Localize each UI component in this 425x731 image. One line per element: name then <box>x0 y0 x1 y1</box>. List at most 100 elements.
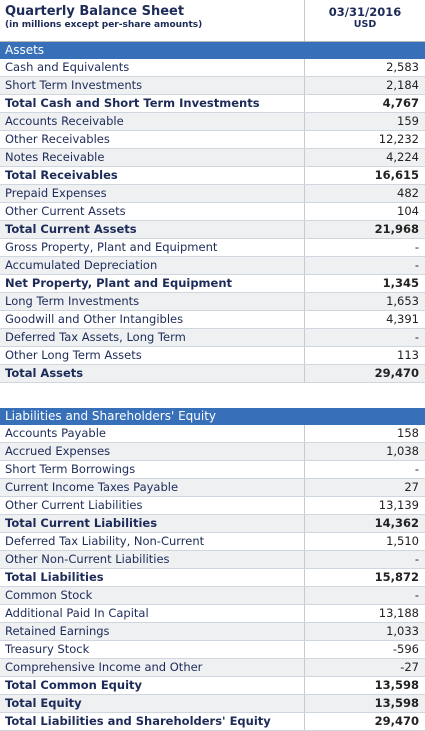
table-row: Total Equity 13,598 <box>0 695 425 713</box>
row-label: Gross Property, Plant and Equipment <box>0 239 305 256</box>
row-value: 104 <box>397 204 419 218</box>
row-value: 13,598 <box>374 678 419 692</box>
table-row: Notes Receivable 4,224 <box>0 149 425 167</box>
table-row: Accrued Expenses 1,038 <box>0 443 425 461</box>
period-currency: USD <box>353 19 377 30</box>
table-row: Cash and Equivalents 2,583 <box>0 59 425 77</box>
table-row: Accounts Payable 158 <box>0 425 425 443</box>
row-value: - <box>414 330 419 344</box>
row-value: 1,653 <box>386 294 419 308</box>
table-row: Total Liabilities and Shareholders' Equi… <box>0 713 425 731</box>
row-label: Total Liabilities and Shareholders' Equi… <box>0 713 305 730</box>
table-row: Total Liabilities 15,872 <box>0 569 425 587</box>
table-row: Short Term Borrowings - <box>0 461 425 479</box>
sheet-title: Quarterly Balance Sheet <box>5 4 185 19</box>
table-row: Treasury Stock -596 <box>0 641 425 659</box>
table-row: Other Receivables 12,232 <box>0 131 425 149</box>
row-label: Total Current Liabilities <box>0 515 305 532</box>
table-row: Gross Property, Plant and Equipment - <box>0 239 425 257</box>
row-value: 13,598 <box>374 696 419 710</box>
row-value: 13,139 <box>378 498 419 512</box>
table-row: Total Cash and Short Term Investments 4,7… <box>0 95 425 113</box>
row-label: Accumulated Depreciation <box>0 257 305 274</box>
row-value: 482 <box>397 186 419 200</box>
row-label: Short Term Investments <box>0 77 305 94</box>
table-row: Total Common Equity 13,598 <box>0 677 425 695</box>
table-row: Retained Earnings 1,033 <box>0 623 425 641</box>
row-label: Goodwill and Other Intangibles <box>0 311 305 328</box>
row-value: 1,033 <box>386 624 419 638</box>
row-value: 2,184 <box>386 78 419 92</box>
table-row: Total Current Assets 21,968 <box>0 221 425 239</box>
row-label: Additional Paid In Capital <box>0 605 305 622</box>
table-row: Prepaid Expenses 482 <box>0 185 425 203</box>
row-value: -27 <box>400 660 419 674</box>
row-label: Current Income Taxes Payable <box>0 479 305 496</box>
row-value: 4,391 <box>386 312 419 326</box>
table-row: Short Term Investments 2,184 <box>0 77 425 95</box>
liabilities-section-header: Liabilities and Shareholders' Equity <box>0 408 425 425</box>
row-label: Total Receivables <box>0 167 305 184</box>
table-row: Total Assets 29,470 <box>0 365 425 383</box>
table-row: Common Stock - <box>0 587 425 605</box>
header-title-cell: Quarterly Balance Sheet (in millions exc… <box>0 0 305 41</box>
row-value: 29,470 <box>374 366 419 380</box>
row-value: -596 <box>392 642 419 656</box>
row-value: 113 <box>397 348 419 362</box>
row-label: Other Receivables <box>0 131 305 148</box>
row-label: Treasury Stock <box>0 641 305 658</box>
table-row: Total Current Liabilities 14,362 <box>0 515 425 533</box>
table-row: Other Non-Current Liabilities - <box>0 551 425 569</box>
row-label: Total Assets <box>0 365 305 382</box>
table-row: Other Long Term Assets 113 <box>0 347 425 365</box>
table-row: Long Term Investments 1,653 <box>0 293 425 311</box>
table-row: Net Property, Plant and Equipment 1,345 <box>0 275 425 293</box>
row-label: Total Liabilities <box>0 569 305 586</box>
row-value: 12,232 <box>378 132 419 146</box>
row-label: Other Current Assets <box>0 203 305 220</box>
row-value: 159 <box>397 114 419 128</box>
row-label: Other Current Liabilities <box>0 497 305 514</box>
row-label: Accounts Payable <box>0 425 305 442</box>
row-value: 27 <box>404 480 419 494</box>
row-value: - <box>414 258 419 272</box>
row-label: Retained Earnings <box>0 623 305 640</box>
row-value: - <box>414 552 419 566</box>
row-label: Total Equity <box>0 695 305 712</box>
liabilities-table: Accounts Payable 158 Accrued Expenses 1,038… <box>0 425 425 731</box>
row-value: - <box>414 588 419 602</box>
sheet-header: Quarterly Balance Sheet (in millions exc… <box>0 0 425 42</box>
row-label: Total Cash and Short Term Investments <box>0 95 305 112</box>
row-label: Cash and Equivalents <box>0 59 305 76</box>
row-value: 16,615 <box>374 168 419 182</box>
table-row: Comprehensive Income and Other -27 <box>0 659 425 677</box>
table-row: Other Current Assets 104 <box>0 203 425 221</box>
row-value: - <box>414 240 419 254</box>
table-row: Accumulated Depreciation - <box>0 257 425 275</box>
row-label: Other Long Term Assets <box>0 347 305 364</box>
row-value: 2,583 <box>386 60 419 74</box>
row-value: 15,872 <box>374 570 419 584</box>
row-label: Notes Receivable <box>0 149 305 166</box>
row-value: 1,510 <box>386 534 419 548</box>
row-label: Comprehensive Income and Other <box>0 659 305 676</box>
row-value: 29,470 <box>374 714 419 728</box>
row-value: 13,188 <box>378 606 419 620</box>
table-row: Current Income Taxes Payable 27 <box>0 479 425 497</box>
row-label: Total Current Assets <box>0 221 305 238</box>
assets-section-header: Assets <box>0 42 425 59</box>
row-label: Deferred Tax Liability, Non-Current <box>0 533 305 550</box>
row-label: Net Property, Plant and Equipment <box>0 275 305 292</box>
row-label: Prepaid Expenses <box>0 185 305 202</box>
table-row: Other Current Liabilities 13,139 <box>0 497 425 515</box>
row-value: - <box>414 462 419 476</box>
row-value: 21,968 <box>374 222 419 236</box>
row-label: Common Stock <box>0 587 305 604</box>
row-label: Total Common Equity <box>0 677 305 694</box>
row-value: 1,345 <box>382 276 419 290</box>
assets-table: Cash and Equivalents 2,583 Short Term Inve… <box>0 59 425 383</box>
table-row: Total Receivables 16,615 <box>0 167 425 185</box>
row-label: Accounts Receivable <box>0 113 305 130</box>
row-label: Other Non-Current Liabilities <box>0 551 305 568</box>
period-date: 03/31/2016 <box>328 5 402 19</box>
